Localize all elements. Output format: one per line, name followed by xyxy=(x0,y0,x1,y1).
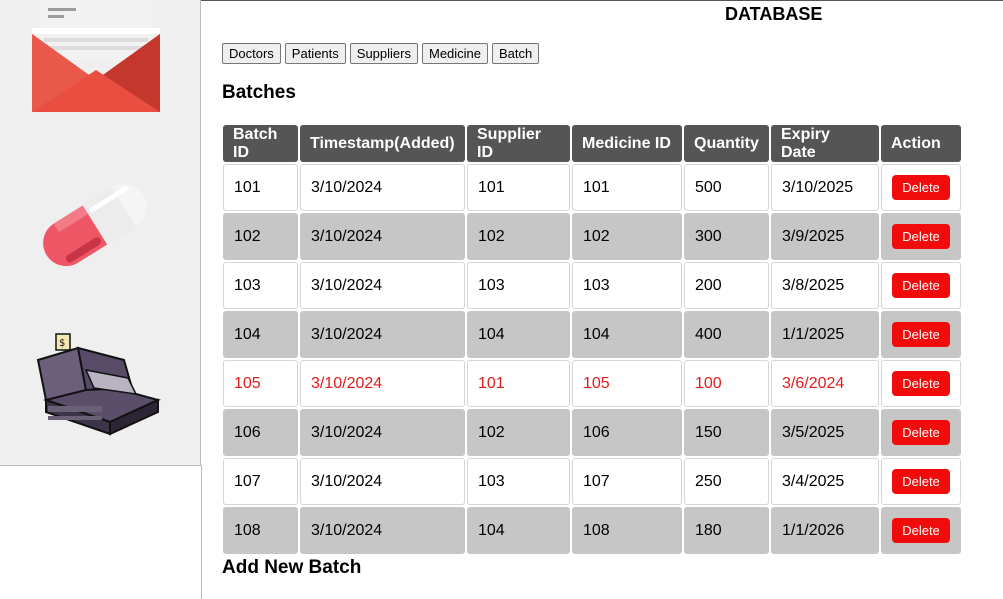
quantity-cell: 400 xyxy=(684,311,769,358)
action-cell: Delete xyxy=(881,213,961,260)
action-cell: Delete xyxy=(881,164,961,211)
medicine-button[interactable]: Medicine xyxy=(421,43,489,64)
table-row: 105 3/10/2024 101 105 100 3/6/2024 Delet… xyxy=(223,360,961,407)
timestamp-cell: 3/10/2024 xyxy=(300,262,465,309)
sidebar-bottom-divider xyxy=(201,465,202,599)
quantity-cell: 150 xyxy=(684,409,769,456)
supplier-id-cell: 103 xyxy=(467,458,570,505)
medicine-id-cell: 106 xyxy=(572,409,682,456)
batch-id-cell: 108 xyxy=(223,507,298,554)
table-row: 104 3/10/2024 104 104 400 1/1/2025 Delet… xyxy=(223,311,961,358)
delete-button[interactable]: Delete xyxy=(892,371,950,396)
batch-button[interactable]: Batch xyxy=(492,43,540,64)
table-row: 106 3/10/2024 102 106 150 3/5/2025 Delet… xyxy=(223,409,961,456)
supplier-id-cell: 104 xyxy=(467,507,570,554)
mail-icon[interactable] xyxy=(30,0,162,114)
expiry-date-cell: 3/6/2024 xyxy=(771,360,879,407)
table-row: 102 3/10/2024 102 102 300 3/9/2025 Delet… xyxy=(223,213,961,260)
column-header-quantity: Quantity xyxy=(684,125,769,162)
quantity-cell: 500 xyxy=(684,164,769,211)
table-row: 108 3/10/2024 104 108 180 1/1/2026 Delet… xyxy=(223,507,961,554)
table-row: 103 3/10/2024 103 103 200 3/8/2025 Delet… xyxy=(223,262,961,309)
delete-button[interactable]: Delete xyxy=(892,420,950,445)
column-header-batch-id: Batch ID xyxy=(223,125,298,162)
batch-id-cell: 101 xyxy=(223,164,298,211)
add-new-batch-heading: Add New Batch xyxy=(222,557,362,578)
action-cell: Delete xyxy=(881,507,961,554)
sidebar: $ xyxy=(0,0,201,466)
medicine-id-cell: 108 xyxy=(572,507,682,554)
batch-id-cell: 107 xyxy=(223,458,298,505)
supplier-id-cell: 102 xyxy=(467,409,570,456)
expiry-date-cell: 3/9/2025 xyxy=(771,213,879,260)
batch-id-cell: 106 xyxy=(223,409,298,456)
batches-heading: Batches xyxy=(222,82,296,103)
timestamp-cell: 3/10/2024 xyxy=(300,164,465,211)
delete-button[interactable]: Delete xyxy=(892,224,950,249)
supplier-id-cell: 104 xyxy=(467,311,570,358)
batch-id-cell: 105 xyxy=(223,360,298,407)
batch-id-cell: 104 xyxy=(223,311,298,358)
action-cell: Delete xyxy=(881,409,961,456)
quantity-cell: 200 xyxy=(684,262,769,309)
medicine-id-cell: 105 xyxy=(572,360,682,407)
timestamp-cell: 3/10/2024 xyxy=(300,213,465,260)
svg-text:$: $ xyxy=(59,338,65,349)
expiry-date-cell: 3/5/2025 xyxy=(771,409,879,456)
patients-button[interactable]: Patients xyxy=(284,43,346,64)
pill-icon[interactable] xyxy=(30,170,160,280)
page-title: DATABASE xyxy=(725,4,823,24)
timestamp-cell: 3/10/2024 xyxy=(300,360,465,407)
expiry-date-cell: 1/1/2026 xyxy=(771,507,879,554)
supplier-id-cell: 101 xyxy=(467,360,570,407)
column-header-action: Action xyxy=(881,125,961,162)
supplier-id-cell: 102 xyxy=(467,213,570,260)
medicine-id-cell: 103 xyxy=(572,262,682,309)
table-row: 107 3/10/2024 103 107 250 3/4/2025 Delet… xyxy=(223,458,961,505)
expiry-date-cell: 3/8/2025 xyxy=(771,262,879,309)
medicine-id-cell: 102 xyxy=(572,213,682,260)
column-header-timestamp: Timestamp(Added) xyxy=(300,125,465,162)
batch-id-cell: 102 xyxy=(223,213,298,260)
medicine-id-cell: 104 xyxy=(572,311,682,358)
nav-tabs: Doctors Patients Suppliers Medicine Batc… xyxy=(222,43,540,64)
action-cell: Delete xyxy=(881,458,961,505)
column-header-expiry-date: Expiry Date xyxy=(771,125,879,162)
doctors-button[interactable]: Doctors xyxy=(222,43,281,64)
expiry-date-cell: 3/4/2025 xyxy=(771,458,879,505)
timestamp-cell: 3/10/2024 xyxy=(300,311,465,358)
quantity-cell: 180 xyxy=(684,507,769,554)
delete-button[interactable]: Delete xyxy=(892,518,950,543)
supplier-id-cell: 101 xyxy=(467,164,570,211)
delete-button[interactable]: Delete xyxy=(892,469,950,494)
table-row: 101 3/10/2024 101 101 500 3/10/2025 Dele… xyxy=(223,164,961,211)
cash-register-icon[interactable]: $ xyxy=(28,330,163,442)
timestamp-cell: 3/10/2024 xyxy=(300,507,465,554)
medicine-id-cell: 107 xyxy=(572,458,682,505)
quantity-cell: 250 xyxy=(684,458,769,505)
delete-button[interactable]: Delete xyxy=(892,175,950,200)
action-cell: Delete xyxy=(881,311,961,358)
expiry-date-cell: 1/1/2025 xyxy=(771,311,879,358)
timestamp-cell: 3/10/2024 xyxy=(300,409,465,456)
suppliers-button[interactable]: Suppliers xyxy=(349,43,418,64)
quantity-cell: 100 xyxy=(684,360,769,407)
expiry-date-cell: 3/10/2025 xyxy=(771,164,879,211)
action-cell: Delete xyxy=(881,360,961,407)
delete-button[interactable]: Delete xyxy=(892,322,950,347)
timestamp-cell: 3/10/2024 xyxy=(300,458,465,505)
delete-button[interactable]: Delete xyxy=(892,273,950,298)
supplier-id-cell: 103 xyxy=(467,262,570,309)
column-header-medicine-id: Medicine ID xyxy=(572,125,682,162)
quantity-cell: 300 xyxy=(684,213,769,260)
batches-table: Batch ID Timestamp(Added) Supplier ID Me… xyxy=(221,123,963,556)
medicine-id-cell: 101 xyxy=(572,164,682,211)
table-header-row: Batch ID Timestamp(Added) Supplier ID Me… xyxy=(223,125,961,162)
column-header-supplier-id: Supplier ID xyxy=(467,125,570,162)
action-cell: Delete xyxy=(881,262,961,309)
top-border xyxy=(0,0,1003,1)
batch-id-cell: 103 xyxy=(223,262,298,309)
